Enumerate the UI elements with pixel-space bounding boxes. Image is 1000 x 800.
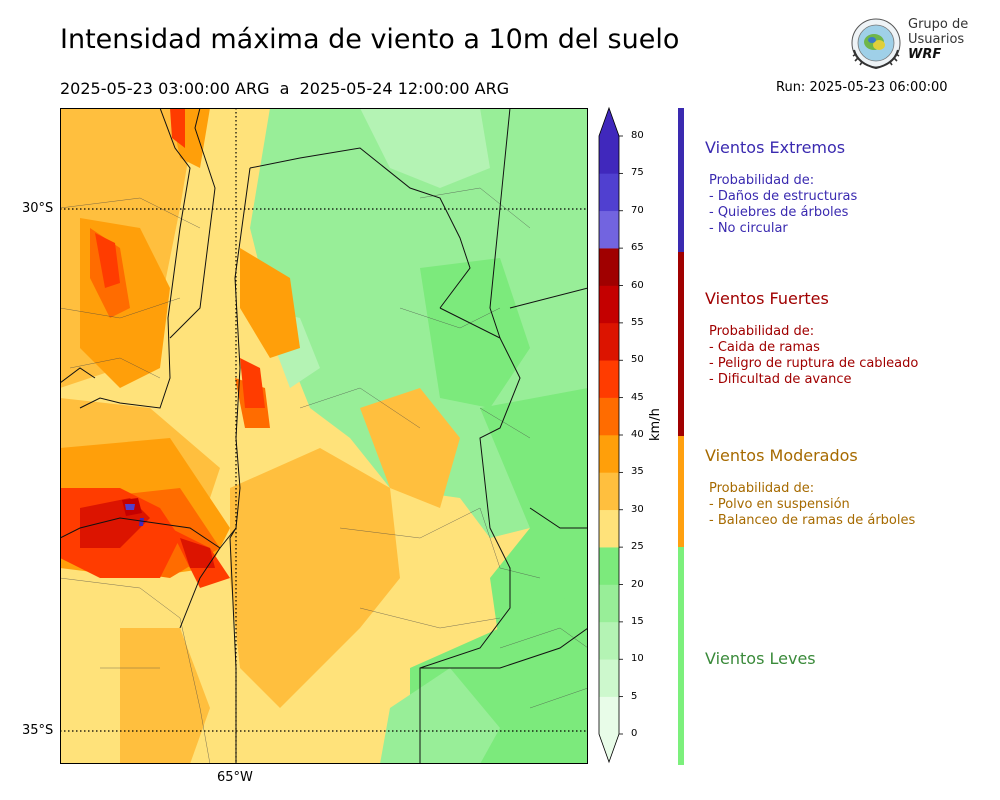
colorbar-segment [599,210,619,249]
colorbar-segment [599,397,619,436]
colorbar-segment [599,547,619,585]
colorbar-tick-label: 15 [631,615,644,627]
colorbar-segment [599,322,619,361]
category-bar-extremos [678,108,684,252]
colorbar-tick-label: 75 [631,167,644,179]
colorbar-tick-label: 65 [631,242,644,254]
colorbar-segment [599,435,619,473]
category-line: - Balanceo de ramas de árboles [709,513,916,528]
colorbar-tick-label: 30 [631,503,644,515]
colorbar-segment [599,659,619,697]
lon-label-65w: 65°W [217,770,253,785]
category-line: - Peligro de ruptura de cableado [709,356,919,371]
category-title: Vientos Leves [705,649,816,668]
category-line: - Daños de estructuras [709,189,858,204]
category-title: Vientos Moderados [705,446,858,465]
colorbar-extend-top [599,108,619,136]
colorbar-tick-label: 25 [631,541,644,553]
date-range: 2025-05-23 03:00:00 ARG a 2025-05-24 12:… [60,79,510,98]
colorbar [598,106,623,764]
category-moderados: Vientos Moderados Probabilidad de: - Pol… [705,446,915,529]
colorbar-tick-label: 40 [631,429,644,440]
colorbar-tick-label: 0 [631,728,638,739]
colorbar-tick-label: 55 [631,316,644,328]
colorbar-segment [599,248,619,286]
colorbar-tick-label: 10 [631,653,644,665]
colorbar-segment [599,472,619,511]
category-bar [678,108,684,765]
colorbar-segments [599,136,619,735]
colorbar-segment [599,696,619,735]
category-line: - Dificultad de avance [709,372,852,387]
colorbar-tick-label: 80 [631,130,644,141]
logo-line1: Grupo de [908,17,969,32]
category-line: Probabilidad de: [709,481,815,496]
category-line: - No circular [709,221,788,236]
wind-field [60,108,588,764]
logo-line3: WRF [908,47,942,62]
department-borders [60,187,588,764]
colorbar-tick-marks [619,135,623,735]
wrf-logo: Grupo de Usuarios WRF [848,16,972,72]
category-title: Vientos Fuertes [705,289,829,308]
colorbar-tick-label: 5 [631,690,638,702]
graticule [60,108,588,764]
lat-label-30s: 30°S [22,201,54,216]
map-frame [60,108,588,764]
page-title: Intensidad máxima de viento a 10m del su… [60,24,680,55]
globe-icon [851,18,901,70]
category-fuertes: Vientos Fuertes Probabilidad de: - Caida… [705,289,918,388]
category-bar-leves [678,547,684,765]
category-line: Probabilidad de: [709,173,815,188]
category-leves: Vientos Leves [705,649,816,668]
colorbar-tick-label: 45 [631,391,644,403]
colorbar-tick-label: 20 [631,578,644,590]
colorbar-tick-label: 70 [631,204,644,216]
category-line: Probabilidad de: [709,324,815,339]
logo-line2: Usuarios [908,32,965,47]
colorbar-segment [599,285,619,324]
category-title: Vientos Extremos [705,138,846,157]
colorbar-segment [599,509,619,548]
category-bar-moderados [678,436,684,547]
colorbar-segment [599,136,619,174]
lat-label-35s: 35°S [22,723,54,738]
colorbar-unit: km/h [648,408,663,441]
colorbar-tick-label: 50 [631,354,644,366]
category-line: - Quiebres de árboles [709,205,849,220]
category-line: - Polvo en suspensión [709,497,850,512]
colorbar-segment [599,621,619,660]
colorbar-segment [599,584,619,623]
category-extremos: Vientos Extremos Probabilidad de: - Daño… [705,138,857,237]
colorbar-extend-bottom [599,734,619,762]
colorbar-segment [599,360,619,398]
category-bar-fuertes [678,252,684,436]
colorbar-segment [599,173,619,212]
colorbar-tick-label: 60 [631,279,644,291]
wind-map [60,108,588,764]
category-line: - Caida de ramas [709,340,820,355]
run-time: Run: 2025-05-23 06:00:00 [776,80,948,95]
colorbar-tick-label: 35 [631,466,644,478]
